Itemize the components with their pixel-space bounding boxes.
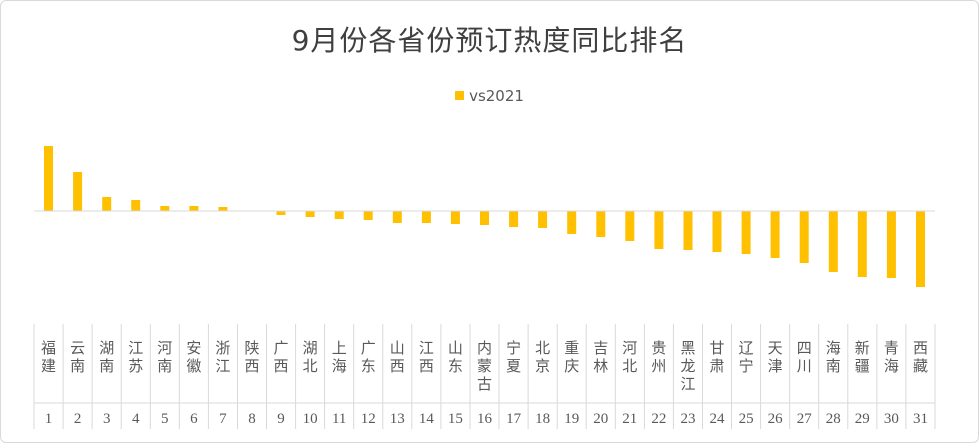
category-label-11: 上海: [332, 339, 347, 375]
bar-1: [44, 146, 53, 211]
category-label-3: 湖南: [99, 339, 114, 375]
rank-label-9: 9: [277, 411, 285, 427]
bar-24: [712, 211, 722, 252]
category-label-31: 西藏: [913, 339, 928, 375]
category-label-20: 吉林: [593, 339, 608, 375]
rank-label-11: 11: [332, 411, 346, 427]
rank-label-3: 3: [103, 411, 111, 427]
rank-label-12: 12: [361, 411, 376, 427]
rank-label-8: 8: [248, 411, 256, 427]
bar-17: [509, 211, 519, 227]
rank-label-16: 16: [477, 411, 493, 427]
rank-label-6: 6: [190, 411, 198, 427]
bar-3: [102, 197, 112, 211]
bar-28: [828, 211, 838, 272]
bar-27: [799, 211, 809, 263]
category-label-9: 广西: [273, 339, 288, 375]
rank-label-27: 27: [797, 411, 813, 427]
bar-12: [363, 211, 373, 220]
category-label-5: 河南: [157, 339, 172, 375]
category-label-7: 浙江: [215, 339, 230, 375]
rank-label-10: 10: [303, 411, 318, 427]
bar-21: [625, 211, 635, 241]
bar-13: [392, 211, 402, 223]
bar-31: [916, 211, 925, 287]
category-label-23: 黑龙江: [680, 339, 695, 393]
rank-label-23: 23: [681, 411, 696, 427]
category-label-12: 广东: [361, 339, 376, 375]
rank-label-28: 28: [826, 411, 841, 427]
bar-26: [770, 211, 780, 258]
category-label-25: 辽宁: [739, 339, 754, 375]
bar-29: [857, 211, 867, 277]
bar-6: [189, 206, 199, 211]
rank-label-2: 2: [74, 411, 82, 427]
rank-label-1: 1: [45, 411, 53, 427]
rank-label-24: 24: [710, 411, 726, 427]
rank-label-15: 15: [448, 411, 463, 427]
category-label-6: 安徽: [186, 339, 201, 375]
category-label-18: 北京: [535, 339, 550, 375]
bar-20: [596, 211, 606, 237]
bar-7: [218, 207, 228, 211]
category-label-1: 福建: [41, 339, 56, 375]
category-label-16: 内蒙古: [477, 339, 492, 393]
category-label-28: 海南: [826, 339, 841, 375]
rank-label-19: 19: [564, 411, 579, 427]
bar-14: [421, 211, 431, 223]
rank-label-4: 4: [132, 411, 140, 427]
category-label-17: 宁夏: [506, 339, 521, 375]
rank-label-22: 22: [651, 411, 666, 427]
rank-label-17: 17: [506, 411, 522, 427]
category-label-8: 陕西: [244, 339, 259, 375]
rank-label-20: 20: [593, 411, 608, 427]
bar-15: [450, 211, 460, 224]
rank-label-5: 5: [161, 411, 169, 427]
rank-label-26: 26: [768, 411, 784, 427]
rank-label-25: 25: [739, 411, 754, 427]
rank-label-29: 29: [855, 411, 870, 427]
legend-label: vs2021: [469, 87, 524, 105]
bar-18: [538, 211, 548, 228]
bar-22: [654, 211, 664, 249]
bar-11: [334, 211, 344, 219]
category-label-15: 山东: [448, 339, 463, 375]
bar-5: [160, 206, 170, 211]
category-label-26: 天津: [768, 339, 783, 375]
bar-19: [567, 211, 577, 234]
bar-25: [741, 211, 751, 254]
bar-23: [683, 211, 693, 250]
rank-label-13: 13: [390, 411, 405, 427]
bar-9: [276, 211, 286, 215]
category-label-13: 山西: [390, 339, 405, 375]
category-label-29: 新疆: [855, 339, 870, 375]
bar-30: [886, 211, 896, 278]
rank-label-18: 18: [535, 411, 550, 427]
category-label-14: 江西: [419, 339, 434, 375]
rank-label-7: 7: [219, 411, 227, 427]
legend-swatch: [455, 91, 465, 100]
rank-label-21: 21: [622, 411, 637, 427]
category-label-22: 贵州: [651, 339, 666, 375]
category-label-19: 重庆: [564, 339, 579, 375]
category-label-2: 云南: [70, 339, 85, 375]
bar-2: [73, 172, 83, 211]
category-label-10: 湖北: [303, 339, 318, 375]
category-label-4: 江苏: [128, 339, 143, 375]
bar-4: [131, 200, 141, 211]
bar-10: [305, 211, 315, 217]
category-label-27: 四川: [797, 339, 812, 375]
chart-title: 9月份各省份预订热度同比排名: [291, 24, 688, 57]
category-label-24: 甘肃: [709, 339, 724, 375]
rank-label-30: 30: [884, 411, 899, 427]
category-label-21: 河北: [622, 339, 637, 375]
bar-16: [480, 211, 489, 225]
category-label-30: 青海: [884, 339, 899, 375]
legend: vs2021: [1, 87, 978, 105]
rank-label-14: 14: [419, 411, 435, 427]
rank-label-31: 31: [913, 411, 928, 427]
